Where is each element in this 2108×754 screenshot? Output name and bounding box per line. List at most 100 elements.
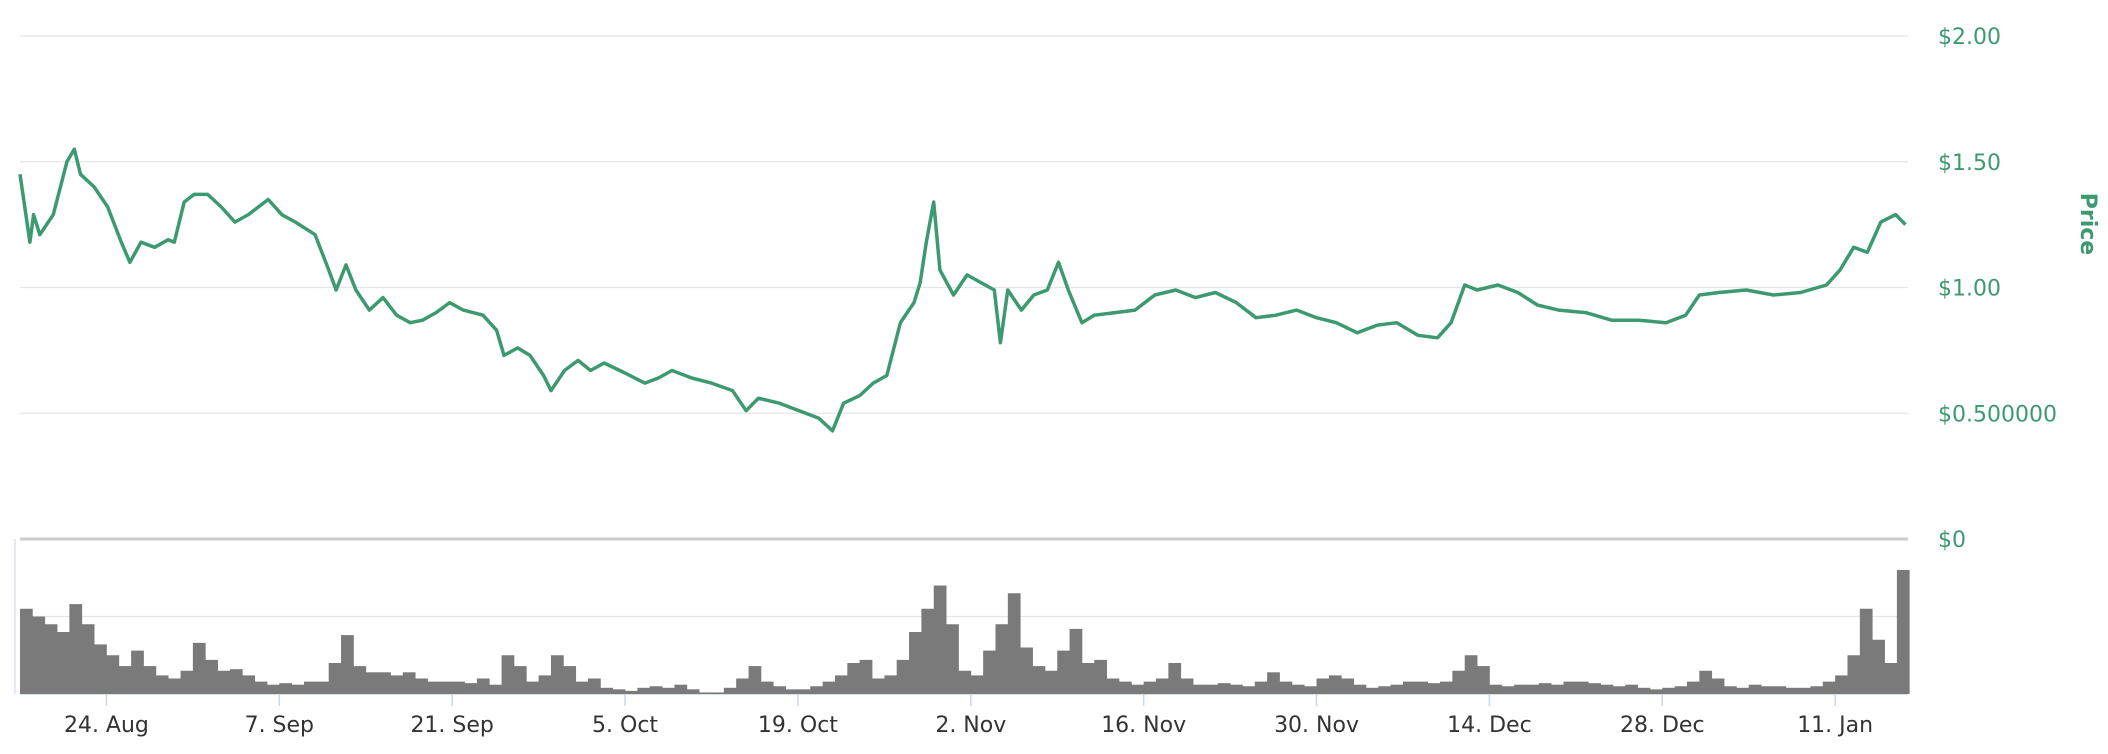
y-tick-label: $1.00 bbox=[1938, 277, 2001, 302]
volume-bar bbox=[1674, 686, 1688, 694]
volume-bar bbox=[1156, 678, 1169, 694]
volume-bar bbox=[1847, 655, 1861, 694]
volume-bar bbox=[1711, 678, 1725, 694]
volume-bar bbox=[1563, 681, 1577, 694]
volume-bar bbox=[279, 683, 293, 694]
volume-bar bbox=[1649, 689, 1663, 694]
volume-bar bbox=[1686, 681, 1700, 694]
y-tick-label: $2.00 bbox=[1938, 25, 2001, 50]
volume-bar bbox=[81, 624, 95, 694]
volume-bar bbox=[1415, 681, 1429, 694]
volume-bar bbox=[1267, 672, 1280, 694]
volume-bar bbox=[921, 608, 935, 694]
volume-bar bbox=[785, 689, 799, 694]
volume-bar bbox=[1057, 650, 1070, 694]
volume-bar bbox=[32, 616, 46, 694]
volume-bar bbox=[452, 681, 465, 694]
volume-bar bbox=[1872, 639, 1885, 694]
volume-bar bbox=[649, 686, 663, 694]
volume-bar bbox=[1761, 686, 1774, 694]
volume-bar bbox=[1106, 678, 1120, 694]
x-tick-label: 5. Oct bbox=[592, 713, 658, 738]
volume-bar bbox=[872, 678, 885, 694]
volume-bar bbox=[1341, 678, 1354, 694]
volume-bar bbox=[1217, 683, 1231, 694]
volume-bar bbox=[1477, 666, 1490, 694]
volume-bar bbox=[859, 659, 873, 694]
x-tick-label: 30. Nov bbox=[1274, 713, 1359, 738]
volume-bar bbox=[1390, 684, 1404, 694]
volume-bar bbox=[1328, 675, 1342, 694]
volume-bar bbox=[1575, 681, 1589, 694]
volume-bar bbox=[143, 666, 157, 694]
volume-bar bbox=[637, 687, 651, 694]
volume-bar bbox=[1094, 659, 1108, 694]
volume-bar bbox=[1514, 684, 1527, 694]
volume-bar bbox=[57, 632, 70, 694]
volume-bar bbox=[958, 670, 972, 694]
volume-bar bbox=[797, 689, 811, 694]
volume-bar bbox=[291, 684, 305, 694]
volume-bar bbox=[1600, 684, 1614, 694]
price-line bbox=[18, 147, 1907, 433]
volume-bar bbox=[1304, 686, 1317, 694]
volume-bar bbox=[686, 689, 700, 694]
volume-bar bbox=[1612, 686, 1626, 694]
volume-bar bbox=[822, 681, 836, 694]
volume-bar bbox=[550, 655, 564, 694]
volume-bar bbox=[1896, 570, 1910, 694]
volume-bar bbox=[612, 689, 626, 694]
volume-bar bbox=[476, 678, 490, 694]
volume-bar bbox=[1489, 684, 1503, 694]
volume-bar bbox=[1501, 686, 1515, 694]
volume-bar bbox=[600, 687, 614, 694]
volume-bar bbox=[1118, 681, 1132, 694]
y-tick-label: $0.500000 bbox=[1938, 402, 2057, 427]
volume-bar bbox=[983, 650, 996, 694]
volume-bar bbox=[1748, 684, 1762, 694]
volume-bar bbox=[1353, 684, 1367, 694]
volume-bar bbox=[847, 663, 861, 694]
volume-bar bbox=[1279, 681, 1293, 694]
volume-bar bbox=[1724, 686, 1737, 694]
volume-bar bbox=[1662, 687, 1676, 694]
volume-bar bbox=[1699, 670, 1713, 694]
volume-bar bbox=[390, 675, 404, 694]
volume-bar bbox=[1526, 684, 1540, 694]
volume-bar bbox=[575, 681, 589, 694]
volume-bar bbox=[563, 666, 577, 694]
volume-bar bbox=[106, 655, 120, 694]
volume-bar bbox=[439, 681, 453, 694]
volume-bar bbox=[1822, 681, 1836, 694]
x-tick-label: 11. Jan bbox=[1797, 713, 1873, 738]
volume-bar bbox=[1168, 663, 1182, 694]
volume-bar bbox=[69, 604, 83, 694]
volume-bar bbox=[538, 675, 552, 694]
volume-bar bbox=[1032, 666, 1046, 694]
volume-bar bbox=[995, 624, 1009, 694]
volume-bar bbox=[20, 608, 33, 694]
volume-bar bbox=[217, 670, 231, 694]
volume-bar bbox=[884, 675, 898, 694]
volume-bar bbox=[205, 659, 218, 694]
volume-bar bbox=[316, 681, 330, 694]
volume-bar bbox=[588, 678, 601, 694]
volume-bar bbox=[1402, 681, 1416, 694]
volume-bar bbox=[168, 678, 181, 694]
volume-bar bbox=[1538, 683, 1552, 694]
volume-bar bbox=[1069, 628, 1083, 694]
volume-bar bbox=[711, 692, 725, 694]
volume-bar bbox=[773, 686, 786, 694]
volume-bar bbox=[180, 670, 194, 694]
volume-bar bbox=[1081, 663, 1095, 694]
x-tick-label: 28. Dec bbox=[1620, 713, 1705, 738]
volume-bar bbox=[909, 632, 922, 694]
volume-bar bbox=[229, 669, 243, 694]
volume-bar bbox=[1859, 608, 1873, 694]
volume-bar bbox=[1452, 670, 1466, 694]
volume-bar bbox=[131, 650, 144, 694]
volume-bar bbox=[1637, 687, 1651, 694]
volume-bar bbox=[1180, 678, 1194, 694]
volume-bar bbox=[933, 585, 947, 694]
